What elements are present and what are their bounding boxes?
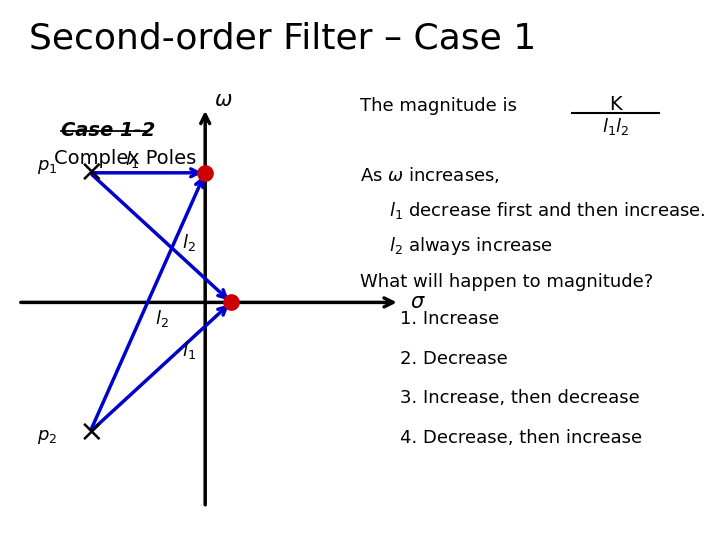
Text: $l_2$ always increase: $l_2$ always increase bbox=[389, 235, 553, 257]
Text: K: K bbox=[609, 94, 622, 113]
Text: Complex Poles: Complex Poles bbox=[54, 148, 197, 167]
Text: $l_1$: $l_1$ bbox=[182, 340, 196, 361]
Text: $p_2$: $p_2$ bbox=[37, 428, 57, 447]
Text: $\times$: $\times$ bbox=[78, 417, 102, 447]
Text: What will happen to magnitude?: What will happen to magnitude? bbox=[360, 273, 653, 291]
Text: The magnitude is: The magnitude is bbox=[360, 97, 517, 115]
Text: Case 1-2: Case 1-2 bbox=[61, 122, 156, 140]
Text: $l_1 l_2$: $l_1 l_2$ bbox=[602, 116, 629, 137]
Text: $l_2$: $l_2$ bbox=[155, 308, 168, 329]
Text: $l_2$: $l_2$ bbox=[182, 232, 196, 253]
Text: Second-order Filter – Case 1: Second-order Filter – Case 1 bbox=[29, 22, 536, 56]
Text: $\times$: $\times$ bbox=[78, 158, 102, 187]
Text: 1. Increase: 1. Increase bbox=[400, 310, 499, 328]
Text: $l_1$ decrease first and then increase.: $l_1$ decrease first and then increase. bbox=[389, 200, 706, 221]
Text: $\omega$: $\omega$ bbox=[214, 90, 233, 110]
Text: 3. Increase, then decrease: 3. Increase, then decrease bbox=[400, 389, 639, 407]
Text: 4. Decrease, then increase: 4. Decrease, then increase bbox=[400, 429, 642, 447]
Text: 2. Decrease: 2. Decrease bbox=[400, 350, 508, 368]
Text: $l_1$: $l_1$ bbox=[125, 148, 138, 170]
Text: $p_1$: $p_1$ bbox=[37, 158, 57, 177]
Text: As $\omega$ increases,: As $\omega$ increases, bbox=[360, 165, 500, 185]
Text: $\sigma$: $\sigma$ bbox=[410, 292, 426, 313]
